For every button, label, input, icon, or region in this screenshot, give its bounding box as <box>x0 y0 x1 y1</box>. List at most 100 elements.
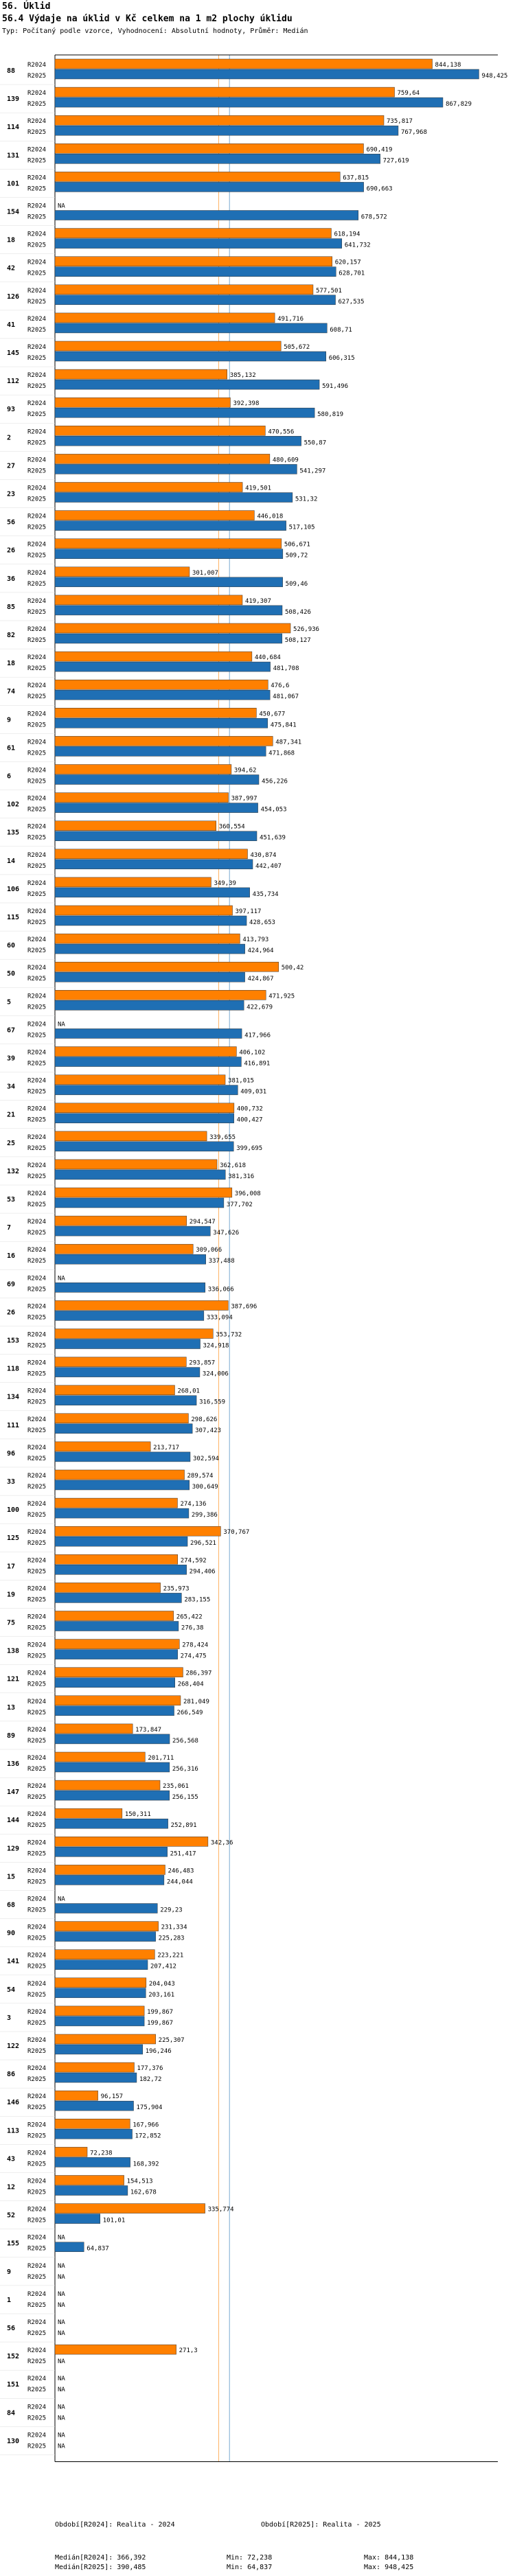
group-label: 136 <box>7 1760 19 1768</box>
series-label-r2024: R2024 <box>27 570 46 577</box>
data-label-r2025: 531,32 <box>295 496 318 503</box>
series-label-r2024: R2024 <box>27 1050 46 1057</box>
data-label-r2024: 199,867 <box>147 2009 173 2016</box>
bar-r2024 <box>54 397 231 408</box>
group-label: 121 <box>7 1676 19 1683</box>
series-label-r2024: R2024 <box>27 231 46 238</box>
data-label-r2025: 481,708 <box>273 665 299 672</box>
bar-r2025 <box>54 2044 144 2055</box>
group-label: 132 <box>7 1168 19 1175</box>
series-label-r2025: R2025 <box>27 1145 46 1152</box>
group-label: 152 <box>7 2353 19 2360</box>
series-label-r2025: R2025 <box>27 1710 46 1716</box>
data-label-r2024: 413,793 <box>242 936 268 943</box>
series-label-r2025: R2025 <box>27 1568 46 1575</box>
data-label-r2025: 274,475 <box>181 1653 207 1660</box>
bar-r2024 <box>54 2005 145 2016</box>
bar-r2025 <box>54 2213 101 2224</box>
bar-r2024 <box>54 1131 207 1142</box>
bar-r2025 <box>54 971 245 982</box>
series-label-r2024: R2024 <box>27 1191 46 1197</box>
series-label-r2025: R2025 <box>27 327 46 334</box>
bar-r2024 <box>54 454 271 464</box>
data-label-r2025: 276,38 <box>181 1625 204 1632</box>
series-label-r2024: R2024 <box>27 118 46 125</box>
data-label-r2024: 309,066 <box>196 1247 222 1254</box>
bar-r2024 <box>54 1441 151 1452</box>
data-label-r2025: 727,619 <box>383 157 409 164</box>
series-label-r2025: R2025 <box>27 2132 46 2139</box>
group-label: 5 <box>7 998 11 1006</box>
series-label-r2025: R2025 <box>27 1625 46 1632</box>
series-label-r2025: R2025 <box>27 2218 46 2224</box>
series-label-r2024: R2024 <box>27 2263 46 2270</box>
data-label-r2025: 451,639 <box>260 835 286 842</box>
group-label: 3 <box>7 2014 11 2022</box>
group-label: 14 <box>7 858 15 865</box>
bar-r2025 <box>54 2100 134 2111</box>
bar-r2024 <box>54 1808 123 1819</box>
bar-r2025 <box>54 407 315 418</box>
bar-r2025 <box>54 1423 193 1434</box>
series-label-r2024: R2024 <box>27 2178 46 2185</box>
series-label-r2024: R2024 <box>27 908 46 915</box>
data-label-r2024: 349,39 <box>214 880 236 887</box>
group-label: 135 <box>7 829 19 837</box>
bar-r2025 <box>54 718 268 728</box>
series-label-r2025: R2025 <box>27 1766 46 1773</box>
group-label: 146 <box>7 2099 19 2106</box>
series-label-r2025: R2025 <box>27 1004 46 1011</box>
bar-r2024 <box>54 510 255 520</box>
data-label-r2024: 235,973 <box>163 1585 190 1592</box>
data-label-r2025: 199,867 <box>147 2020 173 2027</box>
series-label-r2025: R2025 <box>27 1286 46 1293</box>
group-label: 53 <box>7 1196 15 1204</box>
group-label: 112 <box>7 378 19 385</box>
data-label-r2025: 591,496 <box>322 383 348 390</box>
data-label-r2025: 300,649 <box>192 1484 218 1491</box>
bar-r2025 <box>54 1028 242 1039</box>
data-label-r2025: 867,829 <box>446 101 472 108</box>
data-label-r2025: 471,868 <box>268 750 295 757</box>
bar-r2024 <box>54 1215 187 1226</box>
bar-r2025 <box>54 577 283 588</box>
data-label-r2024: 231,334 <box>161 1924 187 1931</box>
bar-r2025 <box>54 1311 205 1321</box>
bar-r2024 <box>54 2062 135 2073</box>
data-label-r2025: 256,155 <box>172 1794 198 1801</box>
data-label-r2025: 294,406 <box>190 1568 216 1575</box>
bar-r2025 <box>54 1762 170 1773</box>
data-label-r2025: 296,521 <box>190 1540 216 1547</box>
bar-r2024 <box>54 256 332 266</box>
series-label-r2024: R2024 <box>27 1219 46 1226</box>
group-label: 43 <box>7 2155 15 2163</box>
data-label-r2025: 417,966 <box>244 1032 271 1039</box>
series-label-r2025: R2025 <box>27 2076 46 2083</box>
bar-r2024 <box>54 1469 185 1480</box>
series-label-r2025: R2025 <box>27 383 46 390</box>
series-label-r2025: R2025 <box>27 807 46 814</box>
data-label-r2024: 419,501 <box>245 485 271 492</box>
series-label-r2025: R2025 <box>27 750 46 757</box>
bar-r2024 <box>54 1497 178 1508</box>
data-label-r2024: 400,732 <box>237 1106 263 1113</box>
data-label-r2025: 409,031 <box>240 1089 266 1096</box>
bar-r2024 <box>54 1667 183 1677</box>
bar-r2024 <box>54 1977 147 1988</box>
data-label-r2024: 690,419 <box>366 146 392 153</box>
bar-r2025 <box>54 295 336 306</box>
group-label: 25 <box>7 1140 15 1147</box>
bar-r2024 <box>54 538 282 549</box>
bar-r2024 <box>54 2090 98 2101</box>
data-label-r2024: 394,62 <box>234 768 257 774</box>
series-label-r2024: R2024 <box>27 1839 46 1846</box>
data-label-r2024: 526,936 <box>293 626 319 633</box>
series-label-r2025: R2025 <box>27 863 46 870</box>
na-label-r2024: NA <box>58 2404 65 2411</box>
series-label-r2025: R2025 <box>27 1427 46 1434</box>
series-label-r2025: R2025 <box>27 1935 46 1942</box>
data-label-r2025: 175,904 <box>137 2104 163 2111</box>
bar-r2025 <box>54 1197 225 1208</box>
bar-r2024 <box>54 87 395 97</box>
